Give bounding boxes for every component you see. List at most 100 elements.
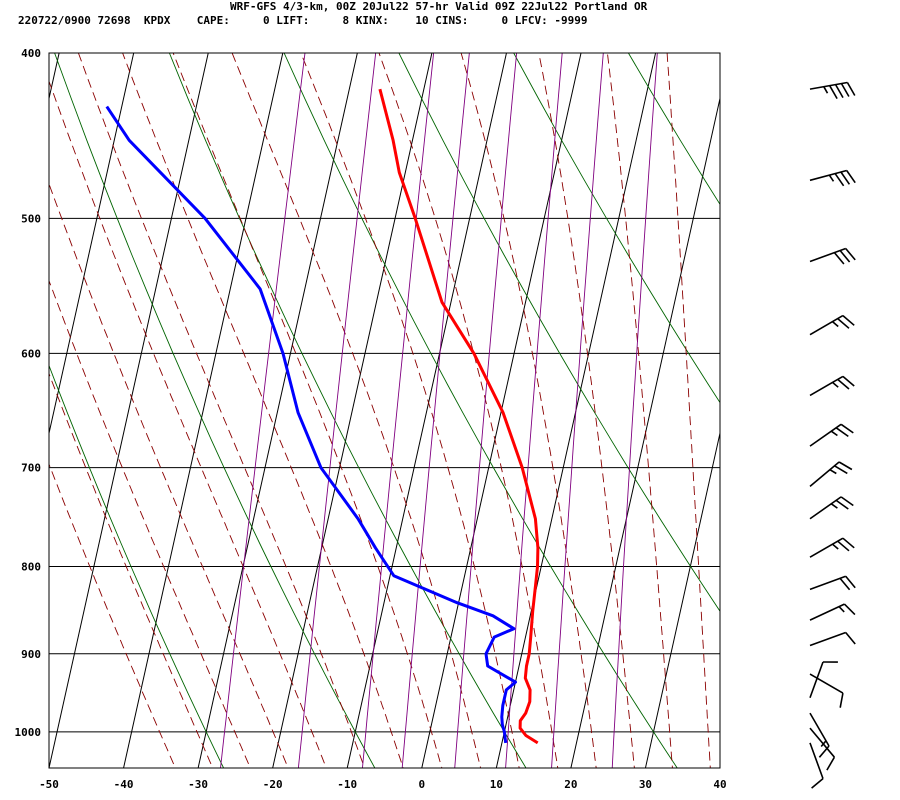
wind-barb	[809, 461, 853, 488]
sounding-indices: 220722/0900 72698 KPDX CAPE: 0 LIFT: 8 K…	[18, 14, 588, 27]
isotherm-line	[49, 53, 135, 436]
moist-adiabat-line	[231, 53, 482, 768]
barb-staff	[809, 81, 848, 90]
x-tick-label: -50	[39, 778, 59, 791]
barb-flag-full	[834, 465, 848, 475]
moist-adiabat-line	[49, 80, 327, 768]
barb-staff	[809, 575, 846, 591]
barb-staff	[809, 247, 846, 263]
y-tick-label: 1000	[15, 726, 42, 739]
barb-flag-full	[837, 317, 850, 329]
moist-adiabat-line	[460, 53, 597, 768]
wind-barbs	[809, 81, 856, 789]
barb-flag-full	[842, 314, 855, 326]
isotherm-line	[197, 53, 358, 768]
barb-flag-half	[830, 430, 838, 437]
wind-barb	[809, 496, 854, 520]
barb-flag-full	[835, 499, 849, 510]
dry-adiabat-line	[513, 53, 720, 404]
isotherm-line	[719, 765, 720, 768]
barb-staff	[809, 461, 840, 488]
wind-barb	[809, 661, 838, 699]
y-tick-label: 500	[21, 212, 41, 225]
sounding-profiles	[105, 88, 540, 745]
barb-staff	[809, 742, 824, 779]
barb-flag-full	[829, 85, 838, 99]
moist-adiabat-line	[606, 53, 673, 768]
barb-flag-half	[828, 174, 835, 182]
barb-flag-half	[838, 606, 845, 613]
isotherm-line	[346, 53, 507, 768]
barb-flag-full	[845, 247, 856, 261]
y-tick-label: 400	[21, 47, 41, 60]
moist-adiabat-line	[122, 53, 404, 768]
wind-barb	[809, 537, 855, 558]
barb-flag-half	[823, 86, 829, 94]
wind-barb	[809, 575, 856, 591]
barb-staff	[809, 712, 830, 747]
barb-flag-full	[840, 171, 851, 185]
dewpoint-line	[105, 105, 517, 744]
wind-barb	[809, 169, 856, 187]
isotherm-line	[49, 53, 209, 768]
x-tick-label: -10	[337, 778, 357, 791]
barb-flag-full	[840, 83, 850, 97]
wind-barb	[809, 423, 854, 447]
mixing-ratio-line	[454, 53, 518, 768]
barb-staff	[809, 314, 844, 336]
dry-adiabat-line	[283, 53, 678, 768]
x-tick-label: 10	[490, 778, 503, 791]
moist-adiabat-line	[49, 182, 289, 768]
barb-staff	[809, 727, 836, 758]
moist-adiabat-line	[538, 53, 635, 768]
barb-flag-full	[818, 745, 830, 758]
wind-barb	[809, 314, 855, 336]
wind-barb	[809, 375, 855, 397]
barb-flag-half	[831, 543, 839, 550]
barb-staff	[809, 423, 842, 447]
mixing-ratio-line	[611, 53, 658, 768]
barb-flag-full	[833, 252, 845, 265]
barb-flag-full	[846, 170, 856, 184]
moist-adiabat-line	[300, 53, 520, 768]
wind-barb	[809, 673, 844, 708]
barb-flag-full	[842, 537, 855, 549]
x-tick-label: 20	[564, 778, 577, 791]
isotherm-line	[421, 53, 582, 768]
wind-barb	[809, 631, 856, 647]
x-tick-label: -20	[263, 778, 283, 791]
barb-flag-full	[834, 84, 844, 98]
moist-adiabat-line	[77, 53, 366, 768]
barb-staff	[809, 631, 846, 647]
barb-flag-half	[830, 503, 838, 509]
x-tick-label: 30	[639, 778, 652, 791]
isotherm-line	[644, 430, 720, 768]
mixing-ratio-line	[551, 53, 604, 768]
barb-staff	[809, 496, 842, 520]
wind-barb	[809, 81, 856, 99]
x-tick-label: -30	[188, 778, 208, 791]
barb-flag-full	[839, 249, 851, 263]
dry-adiabat-line	[54, 53, 376, 768]
moist-adiabat-line	[378, 53, 559, 768]
barb-flag-full	[840, 423, 854, 434]
barb-staff	[809, 375, 844, 397]
barb-flag-full	[837, 540, 850, 552]
barb-flag-half	[831, 381, 839, 388]
y-tick-label: 700	[21, 462, 41, 475]
barb-staff	[809, 661, 824, 699]
barb-flag-full	[845, 575, 856, 589]
dry-adiabat-line	[168, 53, 527, 768]
y-tick-label: 900	[21, 648, 41, 661]
moist-adiabat-line	[172, 53, 443, 768]
isotherm-line	[123, 53, 284, 768]
mixing-ratio-line	[401, 53, 470, 768]
barb-flag-full	[826, 756, 836, 771]
isotherm-line	[570, 96, 720, 768]
isotherm-line	[495, 53, 657, 768]
axis-labels: 400 500 600 700 800 900 1000 -50 -40 -30 -20 -10 0 10…	[15, 47, 727, 791]
barb-flag-full	[846, 82, 856, 96]
barb-staff	[809, 603, 845, 621]
wind-barb	[809, 727, 836, 771]
